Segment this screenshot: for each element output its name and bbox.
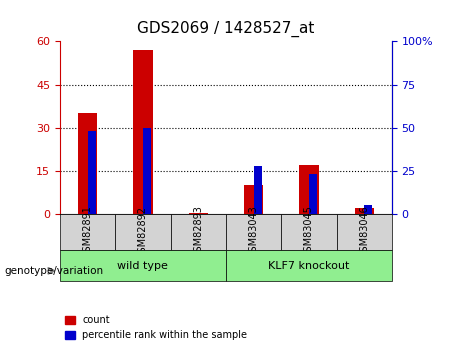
FancyBboxPatch shape (281, 214, 337, 250)
FancyBboxPatch shape (337, 214, 392, 250)
FancyBboxPatch shape (60, 214, 115, 250)
Title: GDS2069 / 1428527_at: GDS2069 / 1428527_at (137, 21, 314, 37)
FancyBboxPatch shape (171, 214, 226, 250)
Bar (355, 208, 374, 214)
Bar (309, 174, 317, 214)
Bar (299, 165, 319, 214)
Text: GSM83046: GSM83046 (359, 206, 369, 258)
Text: genotype/variation: genotype/variation (5, 266, 104, 276)
Text: GSM82893: GSM82893 (193, 206, 203, 258)
Text: GSM82891: GSM82891 (83, 206, 93, 258)
Bar (143, 128, 151, 214)
Text: wild type: wild type (118, 261, 168, 270)
FancyBboxPatch shape (226, 250, 392, 281)
Text: GSM83045: GSM83045 (304, 206, 314, 258)
FancyBboxPatch shape (115, 214, 171, 250)
Bar (244, 185, 263, 214)
Bar (254, 166, 262, 214)
Bar (133, 50, 153, 214)
Text: GSM83043: GSM83043 (248, 206, 259, 258)
Legend: count, percentile rank within the sample: count, percentile rank within the sample (65, 315, 247, 340)
Text: GSM82892: GSM82892 (138, 206, 148, 258)
Text: KLF7 knockout: KLF7 knockout (268, 261, 349, 270)
Bar (189, 213, 208, 214)
Bar (88, 131, 96, 214)
FancyBboxPatch shape (226, 214, 281, 250)
FancyBboxPatch shape (60, 250, 226, 281)
Bar (78, 113, 97, 214)
Bar (364, 205, 372, 214)
